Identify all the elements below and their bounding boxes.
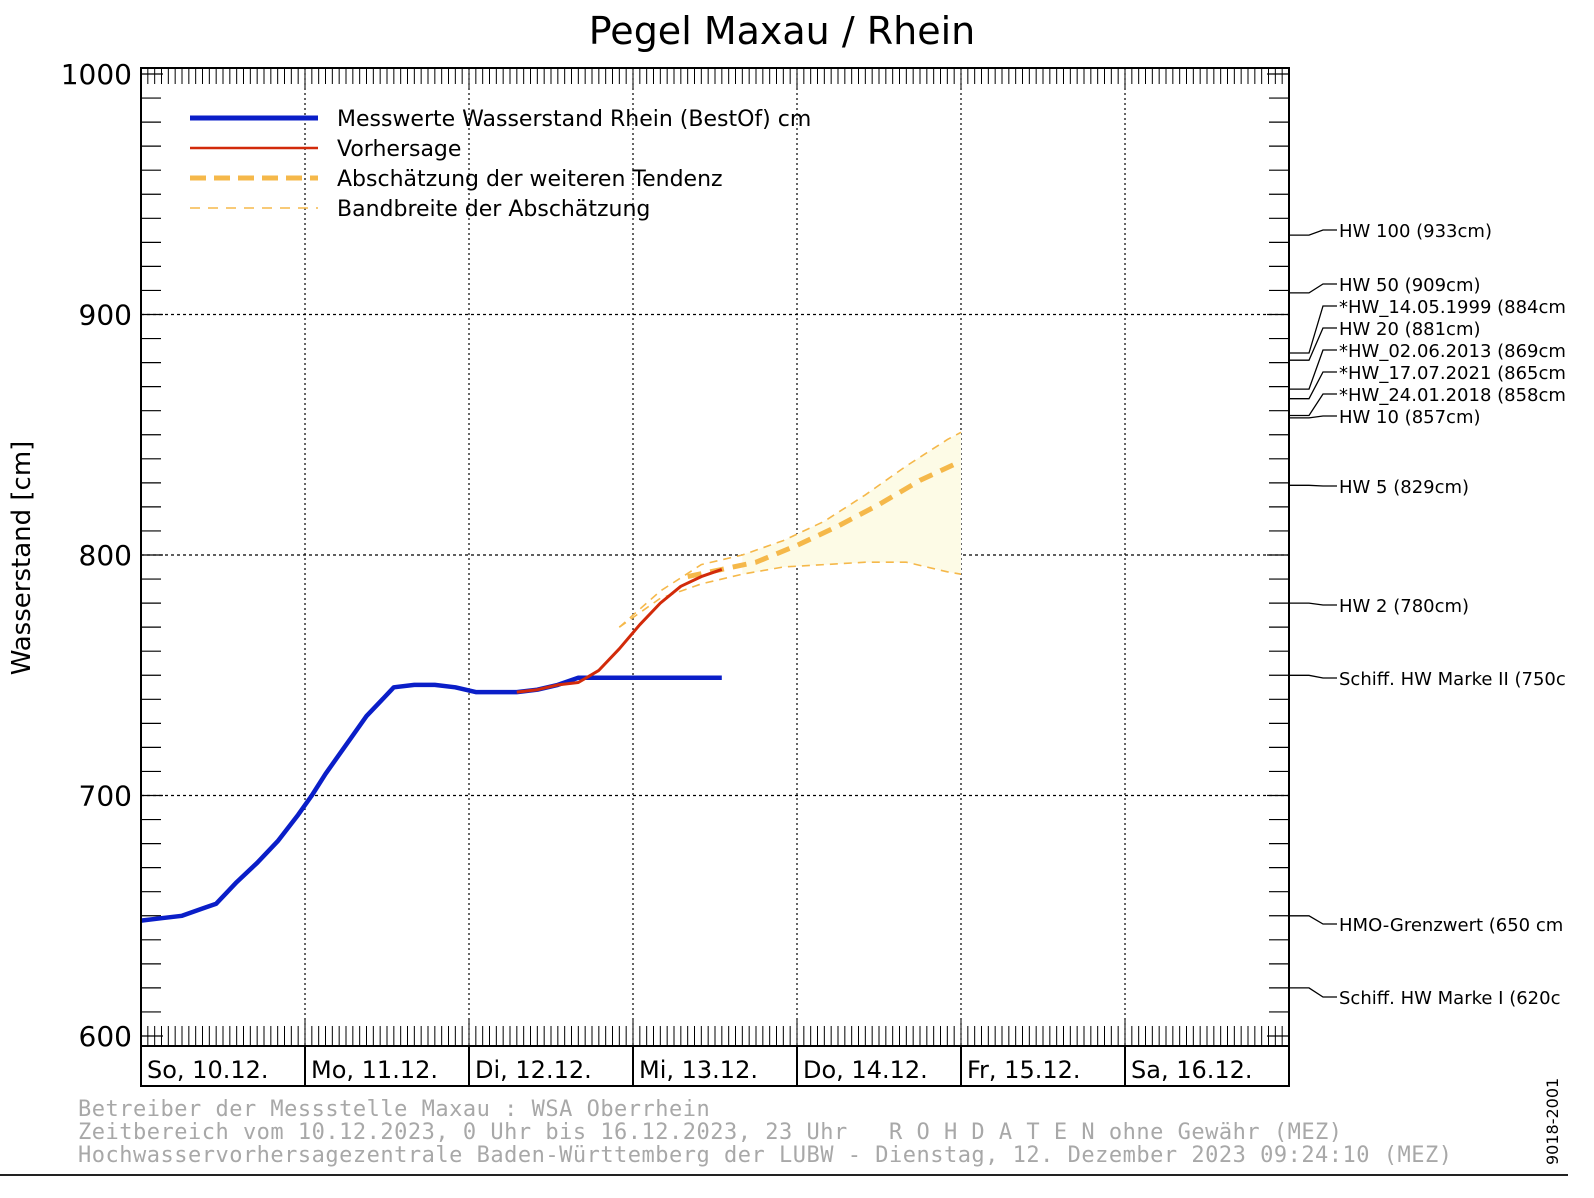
- threshold-label: Schiff. HW Marke I (620c: [1339, 988, 1560, 1009]
- series-band-upper: [618, 431, 962, 628]
- band-fill: [742, 432, 961, 575]
- series-lines: [140, 431, 963, 923]
- y-tick-label: 600: [79, 1020, 132, 1053]
- band-area: [742, 432, 961, 575]
- y-tick-labels: 600 700 800 900 1000: [61, 58, 132, 1053]
- threshold-line: [1289, 283, 1337, 294]
- day-label: Sa, 16.12.: [1131, 1056, 1253, 1084]
- day-label: Di, 12.12.: [475, 1056, 592, 1084]
- chart-title: Pegel Maxau / Rhein: [589, 9, 975, 53]
- legend-label: Abschätzung der weiteren Tendenz: [337, 167, 723, 192]
- threshold-line: [1289, 484, 1337, 487]
- threshold-label: HW 5 (829cm): [1339, 477, 1469, 498]
- footer-source: Hochwasservorhersagezentrale Baden-Württ…: [78, 1143, 1453, 1168]
- threshold-line: [1289, 915, 1337, 925]
- threshold-line: [1289, 987, 1337, 998]
- threshold-label: *HW_17.07.2021 (865cm: [1339, 363, 1566, 384]
- y-tick-label: 700: [79, 780, 132, 813]
- threshold-line: [1289, 229, 1337, 236]
- y-tick-label: 800: [79, 539, 132, 572]
- footer-timerange: Zeitbereich vom 10.12.2023, 0 Uhr bis 16…: [78, 1120, 1343, 1145]
- threshold-line: [1289, 674, 1337, 679]
- threshold-label: Schiff. HW Marke II (750c: [1339, 669, 1566, 690]
- y-axis-label: Wasserstand [cm]: [7, 441, 37, 676]
- day-row-frame: [140, 1045, 1290, 1087]
- day-label-row: So, 10.12. Mo, 11.12. Di, 12.12. Mi, 13.12.…: [140, 1045, 1290, 1087]
- legend: Messwerte Wasserstand Rhein (BestOf) cm V…: [190, 107, 811, 222]
- legend-label: Bandbreite der Abschätzung: [337, 197, 650, 222]
- bottom-rule: [0, 1174, 1568, 1176]
- series-forecast: [516, 567, 723, 694]
- threshold-label: *HW_02.06.2013 (869cm: [1339, 341, 1566, 362]
- threshold-label: HW 100 (933cm): [1339, 221, 1492, 242]
- threshold-line: [1289, 349, 1337, 390]
- plot-frame: [140, 67, 1290, 1047]
- threshold-line: [1289, 327, 1337, 361]
- chart-code: 9018-2001: [1543, 1078, 1562, 1165]
- threshold-label: HW 10 (857cm): [1339, 407, 1481, 428]
- legend-label: Vorhersage: [337, 137, 461, 162]
- day-label: Do, 14.12.: [803, 1056, 928, 1084]
- grid-lines: [141, 68, 1289, 1046]
- footer-operator: Betreiber der Messstelle Maxau : WSA Obe…: [78, 1097, 711, 1122]
- legend-label: Messwerte Wasserstand Rhein (BestOf) cm: [337, 107, 811, 132]
- threshold-markers: HW 100 (933cm) HW 50 (909cm)*HW_14.05.199…: [1289, 221, 1566, 1009]
- threshold-label: HW 2 (780cm): [1339, 596, 1469, 617]
- threshold-line: [1289, 371, 1337, 400]
- threshold-label: *HW_24.01.2018 (858cm: [1339, 385, 1566, 406]
- day-label: Mi, 13.12.: [639, 1056, 758, 1084]
- y-tick-label: 1000: [61, 58, 132, 91]
- threshold-label: HW 50 (909cm): [1339, 275, 1481, 296]
- series-measured: [140, 675, 722, 923]
- series-band-lower: [618, 561, 962, 628]
- day-label: Fr, 15.12.: [967, 1056, 1081, 1084]
- threshold-line: [1289, 602, 1337, 606]
- threshold-line: [1289, 393, 1337, 417]
- threshold-label: HW 20 (881cm): [1339, 319, 1481, 340]
- threshold-label: HMO-Grenzwert (650 cm: [1339, 915, 1563, 936]
- threshold-line: [1289, 305, 1337, 354]
- y-tick-label: 900: [79, 299, 132, 332]
- threshold-label: *HW_14.05.1999 (884cm: [1339, 297, 1566, 318]
- day-label: So, 10.12.: [147, 1056, 269, 1084]
- threshold-line: [1289, 415, 1337, 419]
- day-label: Mo, 11.12.: [311, 1056, 438, 1084]
- axis-ticks: [140, 68, 1290, 1046]
